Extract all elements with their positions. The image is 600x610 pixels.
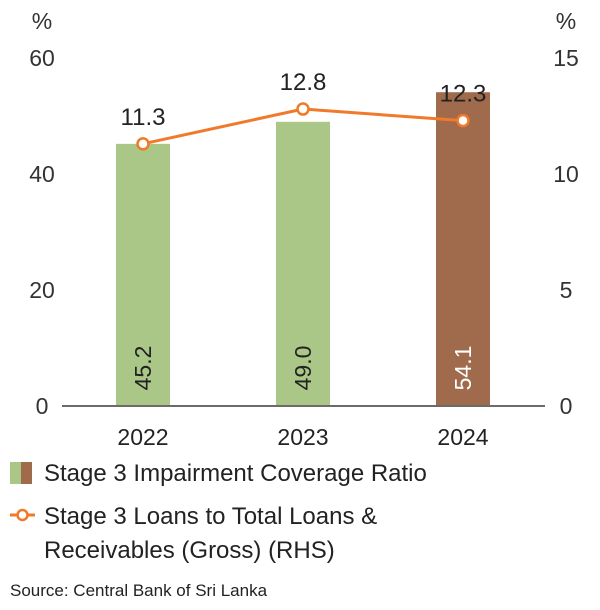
line-point-2022 (136, 137, 150, 151)
legend-line-marker-icon (16, 508, 29, 522)
legend: Stage 3 Impairment Coverage Ratio Stage … (10, 460, 427, 564)
bar-2022 (116, 143, 170, 406)
legend-line-label-line-2: Receivables (Gross) (RHS) (44, 537, 335, 564)
right-axis: 0 5 10 15 (553, 45, 579, 419)
right-axis-unit-label: % (556, 8, 576, 34)
legend-line-label-line-1: Stage 3 Loans to Total Loans & (44, 503, 377, 530)
source-note: Source: Central Bank of Sri Lanka (10, 581, 268, 600)
right-axis-tick-label: 5 (560, 277, 573, 303)
bar-series: 45.2 49.0 54.1 (116, 92, 490, 407)
right-axis-tick-label: 15 (553, 45, 579, 71)
bar-2023 (276, 121, 330, 407)
left-axis-tick-label: 40 (29, 161, 55, 187)
bar-value-label: 45.2 (130, 346, 156, 391)
left-axis-tick-label: 0 (36, 393, 49, 419)
x-axis-tick-label: 2024 (437, 424, 488, 450)
bar-value-label: 49.0 (290, 346, 316, 391)
legend-bar-green-swatch (10, 462, 21, 484)
right-axis-tick-label: 10 (553, 161, 579, 187)
left-axis: 0 20 40 60 (29, 45, 55, 419)
bar-value-label: 54.1 (450, 346, 476, 391)
line-point-2024 (456, 113, 470, 128)
left-axis-tick-label: 60 (29, 45, 55, 71)
right-axis-tick-label: 0 (560, 393, 573, 419)
left-axis-tick-label: 20 (29, 277, 55, 303)
line-value-label: 12.3 (440, 81, 487, 108)
line-series: 11.3 12.8 12.3 (121, 69, 487, 151)
legend-bar-brown-swatch (21, 462, 32, 484)
legend-bar-label: Stage 3 Impairment Coverage Ratio (44, 460, 427, 487)
line-value-label: 11.3 (121, 104, 166, 131)
x-axis-labels: 2022 2023 2024 (117, 424, 488, 450)
bar-2024 (436, 92, 490, 406)
line-value-label: 12.8 (280, 69, 327, 96)
x-axis-tick-label: 2022 (117, 424, 168, 450)
left-axis-unit-label: % (32, 8, 52, 34)
x-axis-tick-label: 2023 (277, 424, 328, 450)
line-point-2023 (296, 102, 310, 116)
